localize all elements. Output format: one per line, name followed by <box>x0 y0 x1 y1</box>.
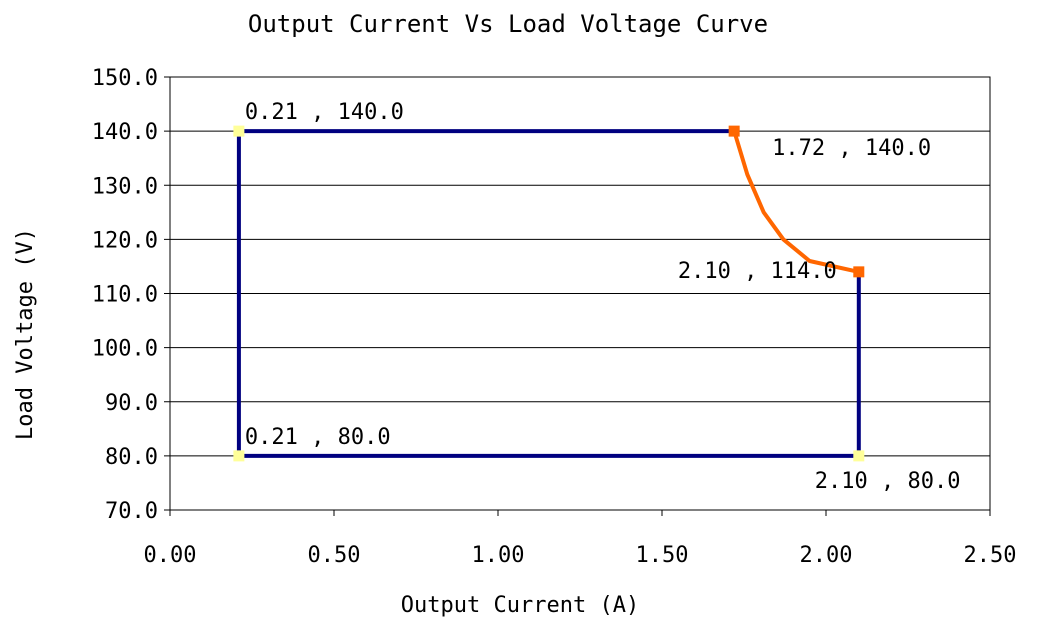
y-tick-label: 70.0 <box>105 499 158 524</box>
y-tick-label: 120.0 <box>92 228 158 253</box>
y-tick-label: 150.0 <box>92 66 158 91</box>
data-label: 1.72 , 140.0 <box>772 136 931 161</box>
data-point-marker <box>728 125 740 137</box>
data-label: 0.21 , 80.0 <box>245 425 391 450</box>
x-tick-label: 0.00 <box>144 543 197 568</box>
x-tick-label: 1.00 <box>472 543 525 568</box>
data-point-marker <box>853 450 865 462</box>
x-tick-label: 0.50 <box>308 543 361 568</box>
data-label: 2.10 , 80.0 <box>815 469 961 494</box>
y-tick-label: 90.0 <box>105 391 158 416</box>
markers-group: 0.21 , 140.0 1.72 , 140.0 2.10 , 114.0 0.21… <box>233 100 961 494</box>
plot-area-border <box>169 76 991 511</box>
y-tick-label: 140.0 <box>92 120 158 145</box>
data-label: 2.10 , 114.0 <box>678 259 837 284</box>
x-tick-label: 2.00 <box>800 543 853 568</box>
x-axis-label: Output Current (A) <box>401 593 639 618</box>
y-tick-label: 100.0 <box>92 337 158 362</box>
data-point-marker <box>233 125 245 137</box>
x-tick-label: 2.50 <box>964 543 1017 568</box>
y-tick-label: 130.0 <box>92 174 158 199</box>
data-point-marker <box>233 450 245 462</box>
chart-title: Output Current Vs Load Voltage Curve <box>248 10 768 38</box>
y-tick-label: 80.0 <box>105 445 158 470</box>
x-tick-label: 1.50 <box>636 543 689 568</box>
y-axis-label: Load Voltage (V) <box>13 228 38 440</box>
y-tick-label: 110.0 <box>92 283 158 308</box>
series-line-power-limit-curve <box>732 129 861 274</box>
data-label: 0.21 , 140.0 <box>245 100 404 125</box>
data-point-marker <box>853 266 865 278</box>
tick-labels: 70.0 80.0 90.0 100.0 110.0 120.0 130.0 140.0 150… <box>92 66 1017 568</box>
